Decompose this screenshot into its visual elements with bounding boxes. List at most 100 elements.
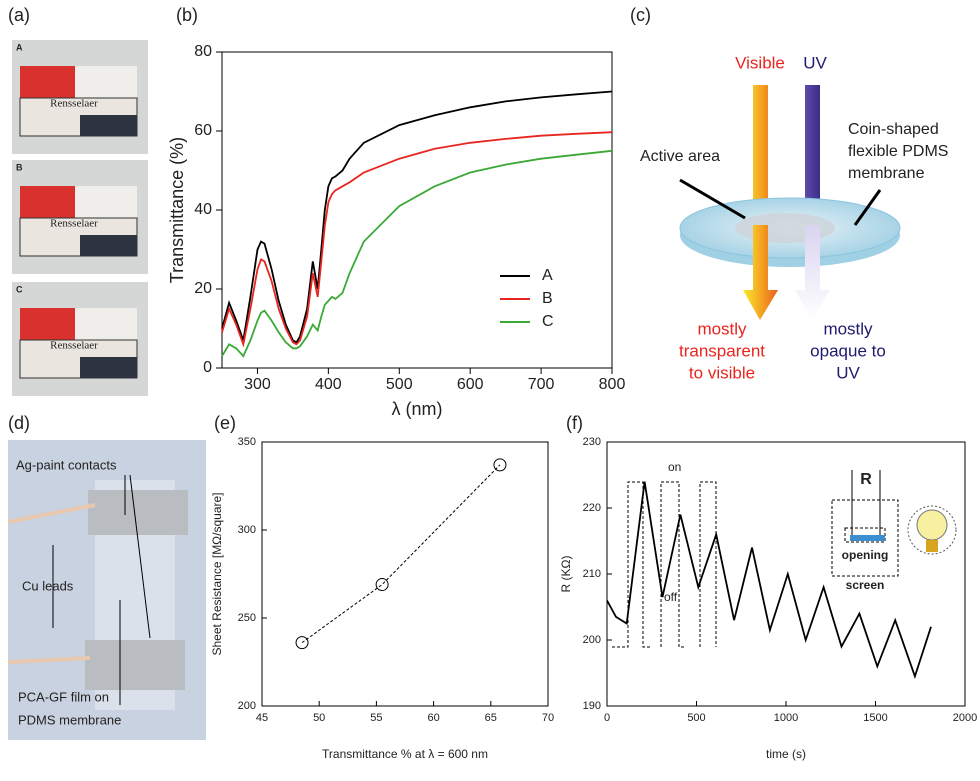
- label: flexible PDMS: [848, 143, 948, 160]
- switch-arrows: [612, 481, 717, 648]
- x-axis-label: λ (nm): [392, 399, 443, 419]
- visible-arrow-in: [743, 85, 778, 240]
- y-tick-label: 200: [238, 700, 256, 712]
- y-tick-label: 190: [583, 700, 601, 712]
- data-point: [493, 458, 507, 472]
- x-tick-label: 2000: [953, 712, 977, 724]
- lead: [851, 470, 881, 535]
- trend-line: [301, 464, 501, 644]
- label: UV: [836, 363, 860, 382]
- panel-label: (c): [630, 5, 651, 25]
- annotation: on: [668, 460, 681, 474]
- bulb: [916, 509, 948, 541]
- sign-text: Rensselaer: [50, 98, 98, 110]
- dashed-arrow: [660, 481, 686, 648]
- dashed-arrow: [699, 481, 717, 647]
- pointer: [129, 474, 151, 639]
- pointer: [853, 189, 882, 226]
- y-tick-label: 300: [238, 524, 256, 536]
- x-tick-label: 500: [386, 376, 413, 393]
- y-tick-label: 230: [583, 436, 601, 448]
- x-tick-label: 55: [370, 712, 382, 724]
- label: PDMS membrane: [18, 712, 121, 727]
- label: mostly: [823, 319, 873, 338]
- y-tick-label: 0: [203, 359, 212, 376]
- flag-red: [20, 186, 75, 218]
- panel-label: (e): [214, 413, 236, 433]
- bulb-base: [926, 540, 938, 552]
- label: UV: [803, 53, 827, 72]
- panel-label: (d): [8, 413, 30, 433]
- x-tick-label: 400: [315, 376, 342, 393]
- label: Active area: [640, 148, 720, 165]
- chart: 300 400 500 600 700 800 0 20 40 60 80 λ (nm) Transmi…: [167, 43, 626, 419]
- photo-label: A: [16, 42, 23, 52]
- film: [850, 535, 885, 541]
- x-tick-label: 500: [687, 712, 705, 724]
- panel-label: (b): [176, 5, 198, 25]
- flag-chevron: [80, 115, 137, 136]
- uv-arrow-in: [795, 85, 830, 240]
- y-tick-label: 60: [194, 122, 212, 139]
- label: mostly: [697, 319, 747, 338]
- flag-white: [75, 308, 137, 340]
- flag-red: [20, 66, 75, 98]
- label: Ag-paint contacts: [16, 457, 117, 472]
- plot-frame: [261, 441, 549, 707]
- x-tick-label: 50: [313, 712, 325, 724]
- x-tick-label: 600: [457, 376, 484, 393]
- dashed-arrow: [612, 481, 650, 648]
- photo-label: C: [16, 284, 23, 294]
- y-tick-label: 80: [194, 43, 212, 60]
- flag-red: [20, 308, 75, 340]
- x-axis-label: Transmittance % at λ = 600 nm: [322, 747, 488, 761]
- flag-chevron: [80, 357, 137, 378]
- data-point: [295, 636, 309, 650]
- flag-white: [75, 186, 137, 218]
- inset-label: screen: [846, 578, 885, 592]
- x-tick-label: 70: [542, 712, 554, 724]
- y-tick-label: 40: [194, 201, 212, 218]
- sign-text: Rensselaer: [50, 218, 98, 230]
- y-tick-label: 200: [583, 634, 601, 646]
- y-axis-label: R (KΩ): [559, 556, 573, 593]
- label: Coin-shaped: [848, 121, 939, 138]
- data-point: [375, 578, 389, 592]
- photo-label: B: [16, 162, 23, 172]
- inset-label: R: [860, 471, 872, 488]
- legend-label: C: [542, 313, 554, 330]
- flag-white: [75, 66, 137, 98]
- legend-label: A: [542, 267, 553, 284]
- visible-arrow-out: [743, 225, 778, 320]
- y-tick-label: 210: [583, 568, 601, 580]
- inset-label: opening: [842, 548, 889, 562]
- y-tick-label: 350: [238, 436, 256, 448]
- series-line: [221, 149, 613, 358]
- photo-d: Ag-paint contacts Cu leads PCA-GF film o…: [7, 440, 206, 740]
- panel-label: (a): [8, 5, 30, 25]
- label: Visible: [735, 53, 785, 72]
- annotation: off: [664, 590, 678, 604]
- label: Cu leads: [22, 578, 74, 593]
- wire: [7, 656, 91, 664]
- contact: [88, 490, 188, 535]
- inset: R opening screen on off: [664, 460, 957, 604]
- series-line: [221, 90, 613, 344]
- chart: 0 500 1000 1500 2000 190 200 210 220 230 time (s) R…: [559, 436, 977, 761]
- x-tick-label: 700: [528, 376, 555, 393]
- contact: [85, 640, 185, 690]
- sign-text: Rensselaer: [50, 340, 98, 352]
- legend-label: B: [542, 290, 553, 307]
- x-tick-label: 300: [244, 376, 271, 393]
- y-axis-label: Sheet Resistance [MΩ/square]: [210, 492, 224, 655]
- light-rays: [907, 505, 957, 555]
- screen-box: [831, 499, 899, 577]
- y-axis-label: Transmittance (%): [167, 137, 187, 283]
- x-tick-label: 0: [604, 712, 610, 724]
- y-tick-label: 220: [583, 502, 601, 514]
- x-tick-label: 800: [599, 376, 626, 393]
- label: membrane: [848, 165, 925, 182]
- pointer: [679, 178, 746, 220]
- data-line: [606, 481, 932, 680]
